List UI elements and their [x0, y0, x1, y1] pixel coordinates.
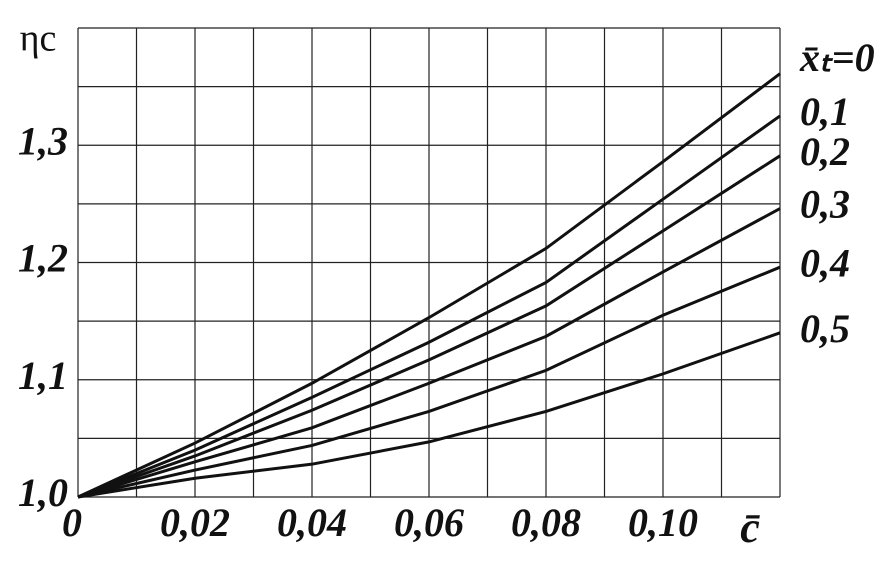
x-tick-label: 0,04: [277, 500, 347, 545]
x-axis-label: c̄: [740, 503, 760, 552]
legend-label: x̄ₜ=0: [799, 35, 875, 80]
y-axis-label: ηc: [20, 18, 57, 60]
x-tick-label: 0,08: [511, 500, 581, 545]
line: [77, 265, 781, 499]
x-tick-label: 0,10: [628, 500, 698, 545]
y-tick-label: 1,0: [18, 470, 68, 515]
line: [77, 114, 781, 499]
legend-label: 0,1: [800, 89, 850, 134]
line: [77, 72, 781, 499]
legend-label: 0,4: [800, 240, 850, 285]
legend-label: 0,3: [800, 182, 850, 227]
line: [77, 154, 781, 499]
legend-label: 0,2: [800, 129, 850, 174]
y-tick-label: 1,2: [18, 236, 68, 281]
x-tick-label: 0: [62, 500, 82, 545]
x-tick-label: 0,06: [394, 500, 464, 545]
line: [77, 331, 781, 499]
x-tick-label: 0,02: [160, 500, 230, 545]
line: [77, 207, 781, 499]
legend-label: 0,5: [800, 306, 850, 351]
y-tick-label: 1,1: [18, 353, 68, 398]
y-tick-label: 1,3: [18, 118, 68, 163]
